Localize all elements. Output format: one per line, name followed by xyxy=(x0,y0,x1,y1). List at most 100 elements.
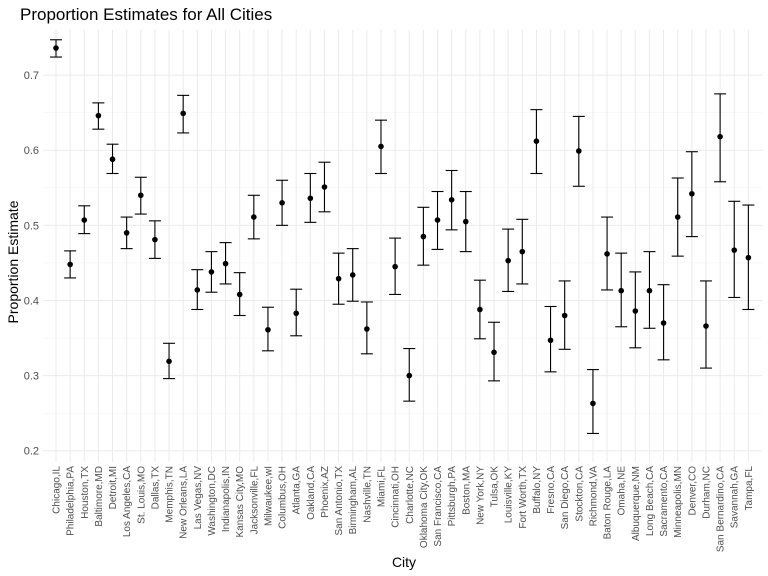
x-tick-label: Minneapolis,MN xyxy=(673,466,684,538)
x-tick-label: Richmond,VA xyxy=(588,466,599,527)
x-tick-label: Philadelphia,PA xyxy=(66,466,77,536)
estimate-point xyxy=(166,358,172,365)
x-tick-label: Sacramento,CA xyxy=(659,466,670,537)
chart-title: Proportion Estimates for All Cities xyxy=(20,5,272,24)
estimate-point xyxy=(67,261,73,268)
x-tick-label: Los Angeles,CA xyxy=(122,466,133,537)
estimate-point xyxy=(349,272,356,278)
estimate-point xyxy=(307,195,314,202)
estimate-point xyxy=(745,254,752,261)
x-tick-label: Cincinnati,OH xyxy=(391,466,402,528)
estimate-point xyxy=(152,236,158,243)
estimate-point xyxy=(689,190,695,197)
x-tick-label: Tulsa,OK xyxy=(490,466,501,508)
x-tick-label: Birmingham,AL xyxy=(348,466,359,535)
x-tick-label: Oakland,CA xyxy=(306,466,317,520)
x-tick-label: San Diego,CA xyxy=(560,466,571,530)
x-tick-label: Atlanta,GA xyxy=(292,466,303,515)
y-tick-label: 0.3 xyxy=(24,371,39,383)
x-tick-label: Fort Worth,TX xyxy=(518,466,529,529)
estimate-point xyxy=(321,184,328,190)
x-tick-label: Tampa,FL xyxy=(744,466,755,511)
estimate-point xyxy=(561,312,568,319)
estimate-point xyxy=(660,320,667,326)
estimate-point xyxy=(448,196,455,203)
estimate-point xyxy=(53,45,59,51)
y-axis-ticks: 0.2 0.3 0.4 0.5 0.6 0.7 xyxy=(24,70,39,458)
x-tick-label: Albuquerque,NM xyxy=(631,466,642,541)
y-tick-label: 0.7 xyxy=(24,70,39,82)
estimate-point xyxy=(194,287,201,293)
estimate-point xyxy=(364,326,370,332)
estimate-point xyxy=(406,372,413,379)
x-tick-label: Oklahoma City,OK xyxy=(419,466,430,548)
estimate-point xyxy=(180,110,186,117)
x-tick-label: Louisville,KY xyxy=(504,466,515,524)
estimate-point xyxy=(81,217,88,223)
estimate-point xyxy=(279,200,285,206)
x-tick-label: St. Louis,MO xyxy=(136,466,147,524)
estimate-point xyxy=(335,275,342,282)
estimate-point xyxy=(717,133,723,140)
x-tick-label: Fresno,CA xyxy=(546,466,557,514)
x-tick-label: Las Vegas,NV xyxy=(193,466,204,530)
x-tick-label: Baltimore,MD xyxy=(94,466,105,527)
estimate-point xyxy=(632,308,639,314)
x-tick-label: Nashville,TN xyxy=(362,466,373,523)
x-tick-label: Boston,MA xyxy=(461,466,472,515)
x-tick-label: Jacksonville,FL xyxy=(249,466,260,535)
estimate-point xyxy=(236,291,243,298)
grid xyxy=(43,30,762,462)
x-tick-label: Detroit,MI xyxy=(108,466,119,509)
y-tick-label: 0.2 xyxy=(24,446,39,458)
estimate-point xyxy=(392,263,398,270)
estimate-point xyxy=(222,260,229,267)
estimate-point xyxy=(646,287,653,294)
x-tick-label: Kansas City,MO xyxy=(235,466,246,538)
x-tick-label: Pittsburgh,PA xyxy=(447,466,458,527)
estimate-point xyxy=(618,287,624,294)
estimate-point xyxy=(293,310,300,317)
x-tick-label: Stockton,CA xyxy=(574,466,585,522)
estimate-point xyxy=(519,248,526,255)
estimate-point xyxy=(703,323,709,329)
estimate-point xyxy=(378,143,384,150)
estimate-point xyxy=(420,233,427,240)
x-tick-label: Milwaukee,wI xyxy=(263,466,274,526)
x-tick-label: Omaha,NE xyxy=(617,466,628,516)
x-tick-label: Charlotte,NC xyxy=(405,466,416,524)
estimate-point xyxy=(462,218,469,225)
x-tick-label: Buffalo,NY xyxy=(532,466,543,514)
y-tick-label: 0.6 xyxy=(24,145,39,157)
estimate-point xyxy=(109,156,116,163)
x-tick-label: Chicago,IL xyxy=(52,466,63,514)
estimate-point xyxy=(208,269,215,275)
x-tick-label: Miami,FL xyxy=(376,466,387,508)
x-tick-label: Houston,TX xyxy=(80,466,91,519)
estimate-point xyxy=(434,217,441,223)
x-tick-label: Baton Rouge,LA xyxy=(603,466,614,540)
x-tick-label: San Francisco,CA xyxy=(433,466,444,547)
estimate-point xyxy=(251,214,257,220)
x-tick-label: San Bernardino,CA xyxy=(716,466,727,552)
estimate-point xyxy=(265,326,271,333)
x-tick-label: Long Beach,CA xyxy=(645,466,656,536)
x-axis-ticks: Chicago,IL Philadelphia,PA Houston,TX Balti… xyxy=(52,466,755,553)
estimate-point xyxy=(491,349,497,356)
estimate-point xyxy=(547,337,554,344)
x-tick-label: Memphis,TN xyxy=(165,466,176,523)
estimate-point xyxy=(123,230,130,236)
y-tick-label: 0.5 xyxy=(24,220,39,232)
x-tick-label: Phoenix,AZ xyxy=(320,466,331,518)
x-tick-label: San Antonio,TX xyxy=(334,466,345,536)
y-tick-label: 0.4 xyxy=(24,295,39,307)
estimate-point xyxy=(731,247,738,253)
x-tick-label: New York,NY xyxy=(475,466,486,525)
x-tick-label: Durham,NC xyxy=(701,466,712,519)
estimate-point xyxy=(604,251,610,257)
estimate-point xyxy=(576,148,582,154)
estimate-point xyxy=(590,400,596,407)
estimate-point xyxy=(505,257,511,264)
estimate-point xyxy=(95,112,102,119)
